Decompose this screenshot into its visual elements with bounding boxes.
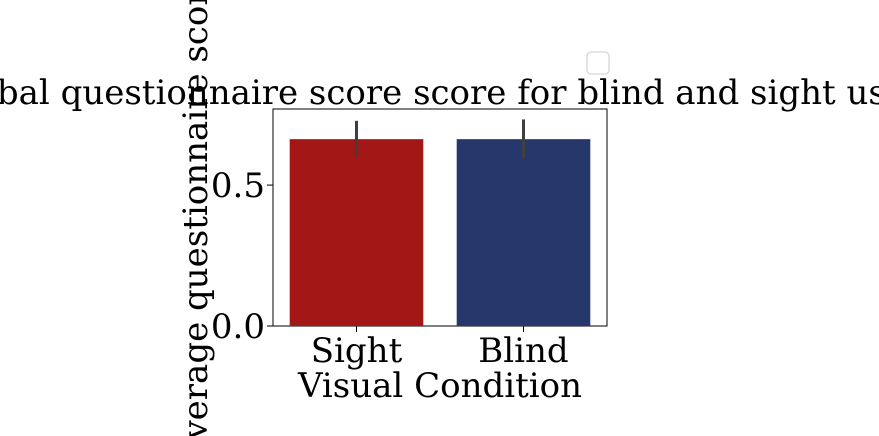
bar-blind bbox=[456, 139, 591, 326]
legend-box bbox=[586, 51, 610, 75]
bars-layer bbox=[289, 139, 591, 326]
x-tick-label: Blind bbox=[478, 331, 568, 371]
x-axis-label: Visual Condition bbox=[297, 366, 582, 406]
x-axis-ticks: Sight Blind bbox=[311, 326, 569, 371]
bar-sight bbox=[289, 139, 424, 326]
plot-frame bbox=[272, 108, 608, 327]
y-tick-label: 0.5 bbox=[211, 166, 265, 206]
chart-title: Global questionnaire score score for bli… bbox=[0, 73, 879, 113]
error-bars-layer bbox=[355, 119, 525, 159]
y-axis-ticks: 0.0 0.5 bbox=[211, 166, 273, 347]
x-tick-label: Sight bbox=[311, 331, 403, 371]
y-axis-label: Average questionnaire score bbox=[176, 0, 216, 436]
y-tick-label: 0.0 bbox=[211, 307, 265, 347]
